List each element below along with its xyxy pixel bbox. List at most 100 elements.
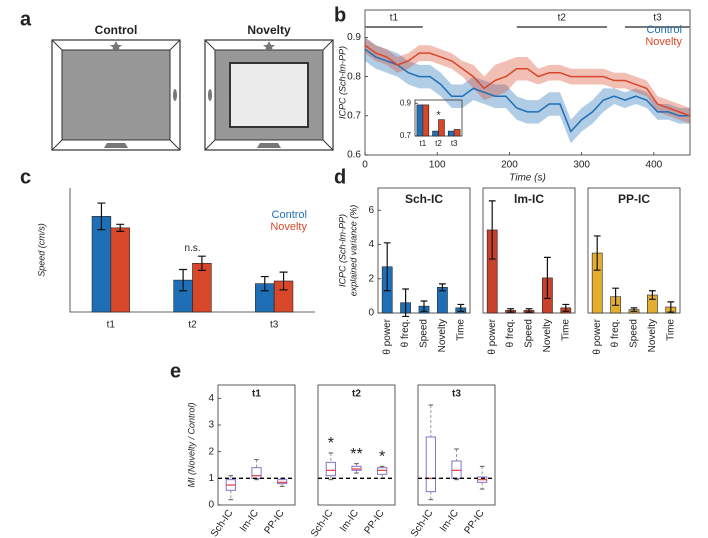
bar <box>438 119 445 137</box>
x-tick-label: Speed <box>524 319 535 348</box>
period-label: t2 <box>558 13 567 24</box>
x-tick-label: lm-IC <box>238 508 261 534</box>
bar <box>447 130 455 137</box>
box <box>425 436 436 493</box>
chart-title: t1 <box>252 389 261 400</box>
arena-novelty: Novelty <box>204 23 334 151</box>
plot-frame <box>317 384 396 506</box>
error-bar <box>179 268 188 292</box>
x-tick-label: PP-IC <box>362 508 386 536</box>
y-tick-label: 4 <box>208 393 214 404</box>
annotation: ** <box>350 446 362 463</box>
y-tick-label: 0.7 <box>347 110 361 121</box>
line <box>364 48 690 133</box>
y-tick-label: 1 <box>208 473 214 484</box>
error-bar <box>116 223 125 232</box>
box <box>451 460 462 479</box>
x-tick-label: Sch-IC <box>409 508 436 538</box>
bar <box>91 216 112 313</box>
arena-title: Novelty <box>247 23 291 37</box>
error-bar <box>383 242 391 292</box>
legend-entry: Novelty <box>645 36 682 48</box>
x-tick-label: lm-IC <box>438 508 461 534</box>
arena-title: Control <box>95 23 138 37</box>
chart-title: t3 <box>452 389 461 400</box>
error-bar <box>488 200 496 260</box>
x-tick-label: Speed <box>629 319 640 348</box>
x-tick-label: 400 <box>646 160 663 171</box>
x-tick-label: θ power <box>592 318 603 354</box>
error-bar <box>667 301 675 313</box>
y-tick-label: 2 <box>208 446 214 457</box>
annotation: n.s. <box>184 243 200 254</box>
y-tick-label: 6 <box>368 205 374 216</box>
x-tick-label: Novelty <box>437 319 448 352</box>
error-bar <box>562 303 570 312</box>
arena-control: Control <box>51 23 181 151</box>
y-tick-label: 0.7 <box>400 131 412 140</box>
box <box>325 461 336 477</box>
x-tick-label: Sch-IC <box>309 508 336 538</box>
line <box>364 44 691 117</box>
plot-frame <box>217 384 296 506</box>
error-bar <box>507 308 514 313</box>
bar <box>453 129 461 137</box>
annotation: * <box>436 110 441 122</box>
y-tick-label: 2 <box>368 273 374 284</box>
error-bar <box>279 271 288 291</box>
x-tick-label: 100 <box>429 160 446 171</box>
x-tick-label: θ freq. <box>400 319 411 347</box>
error-bar <box>97 202 106 231</box>
bar <box>422 104 430 137</box>
y-axis-label: MI (Novelty / Control) <box>186 402 196 487</box>
chart-title: lm-IC <box>514 192 544 206</box>
error-bar <box>439 283 446 292</box>
error-bar <box>544 256 551 300</box>
x-tick-label: t3 <box>270 320 279 331</box>
x-tick-label: Time <box>665 319 676 341</box>
box <box>277 479 288 485</box>
y-axis-label: ICPC (Sch-lm-PP) <box>337 214 347 287</box>
chart-title: Sch-IC <box>405 192 443 206</box>
x-tick-label: θ freq. <box>610 319 621 347</box>
y-tick-label: 0 <box>368 308 374 319</box>
x-axis-label: Time (s) <box>509 173 546 184</box>
box <box>351 465 362 471</box>
axis-line <box>69 188 315 313</box>
box <box>377 467 388 475</box>
error-bar <box>612 287 619 306</box>
legend-entry: Control <box>647 24 682 36</box>
panel-label: b <box>334 4 346 26</box>
y-axis-label: Speed (cm/s) <box>36 223 46 277</box>
y-tick-label: 0.8 <box>347 71 361 82</box>
error-bar <box>525 308 533 313</box>
y-axis-label: explained variance (%) <box>348 205 358 297</box>
bar <box>432 130 439 137</box>
x-tick-label: t3 <box>451 139 458 148</box>
y-tick-label: 3 <box>208 420 214 431</box>
x-tick-label: Sch-IC <box>209 508 236 538</box>
x-tick-label: 0 <box>362 160 368 171</box>
y-tick-label: 0.6 <box>347 150 361 161</box>
x-tick-label: t2 <box>435 139 442 148</box>
panel-label: d <box>334 166 346 188</box>
bar <box>416 104 424 137</box>
error-bar <box>420 300 428 312</box>
y-axis-label: ICPC (Sch-lm-PP) <box>337 46 347 119</box>
x-tick-label: Speed <box>419 319 430 348</box>
panel-label: c <box>20 166 31 188</box>
y-tick-label: 0.9 <box>347 32 361 43</box>
x-tick-label: θ power <box>487 318 498 354</box>
error-bar <box>630 307 638 312</box>
x-tick-label: t1 <box>419 139 426 148</box>
panel-label: e <box>170 360 181 382</box>
y-tick-label: 0.9 <box>400 98 412 107</box>
x-tick-label: Time <box>455 319 466 341</box>
bar <box>110 227 130 313</box>
error-bar <box>457 303 465 312</box>
error-bar <box>260 275 269 292</box>
chart-title: t2 <box>352 389 361 400</box>
x-tick-label: 200 <box>501 160 518 171</box>
box <box>251 467 262 479</box>
